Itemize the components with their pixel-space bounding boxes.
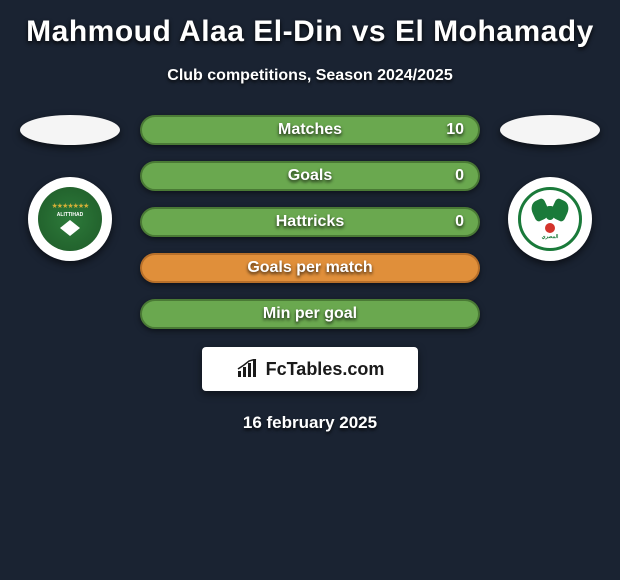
player-right-avatar [500,115,600,145]
badge-stars-icon: ★★★★★★★ [52,202,89,210]
main-row: ★★★★★★★ ALITTIHAD Matches10Goals0Hattric… [0,115,620,329]
stat-pill-goals-per-match: Goals per match [140,253,480,283]
player-left-avatar [20,115,120,145]
stat-label: Hattricks [276,213,344,231]
date-label: 16 february 2025 [243,413,377,433]
player-right-club-badge: المصري [508,177,592,261]
badge-right-label: المصري [542,234,559,240]
stat-pill-min-per-goal: Min per goal [140,299,480,329]
eagle-icon [532,198,568,226]
player-left-column: ★★★★★★★ ALITTIHAD [20,115,120,261]
page-title: Mahmoud Alaa El-Din vs El Mohamady [26,15,594,49]
stat-right-value: 0 [455,213,464,231]
stat-right-value: 10 [446,121,464,139]
stat-pill-matches: Matches 10 [140,115,480,145]
badge-left-label: ALITTIHAD [57,212,83,218]
club-badge-left-inner: ★★★★★★★ ALITTIHAD [38,187,102,251]
stat-label: Min per goal [263,305,357,323]
branding-box: FcTables.com [202,347,418,391]
stat-right-value: 0 [455,167,464,185]
stat-label: Goals per match [247,259,372,277]
player-left-club-badge: ★★★★★★★ ALITTIHAD [28,177,112,261]
club-badge-right-inner: المصري [518,187,582,251]
stat-pill-goals: Goals 0 [140,161,480,191]
subtitle: Club competitions, Season 2024/2025 [167,67,452,85]
badge-left-shape-icon [60,220,80,236]
stats-column: Matches 10 Goals 0 Hattricks 0 Goals per match… [140,115,480,329]
stat-pill-hattricks: Hattricks 0 [140,207,480,237]
branding-text: FcTables.com [266,359,385,380]
comparison-card: Mahmoud Alaa El-Din vs El Mohamady Club … [0,0,620,443]
chart-icon [236,359,260,379]
player-right-column: المصري [500,115,600,261]
stat-label: Matches [278,121,342,139]
stat-label: Goals [288,167,332,185]
